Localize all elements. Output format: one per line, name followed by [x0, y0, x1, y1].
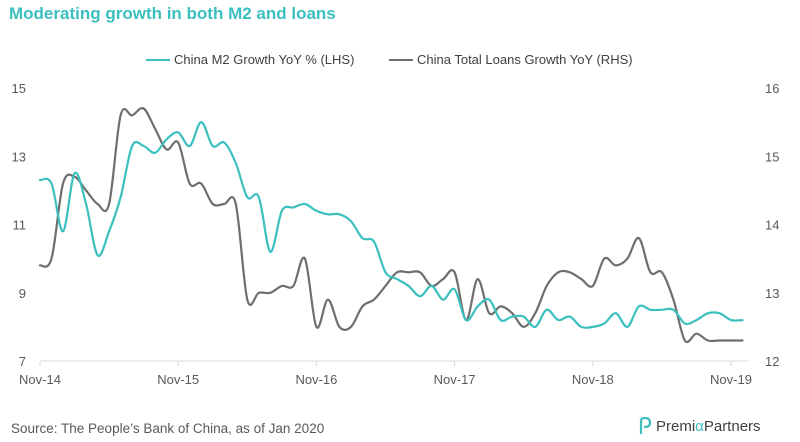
- legend-item-loans: China Total Loans Growth YoY (RHS): [389, 52, 633, 67]
- legend-swatch-m2: [146, 58, 170, 61]
- left-y-tick-label: 7: [19, 354, 26, 369]
- left-y-tick-label: 13: [12, 149, 26, 164]
- right-y-tick-label: 12: [765, 354, 779, 369]
- series-line-m2: [38, 121, 744, 329]
- brand-logo-icon: [639, 417, 652, 434]
- right-y-tick-label: 15: [765, 149, 779, 164]
- x-tick-label: Nov-16: [295, 372, 337, 387]
- chart-legend: China M2 Growth YoY % (LHS) China Total …: [0, 52, 800, 72]
- right-y-tick-label: 16: [765, 81, 779, 96]
- left-y-tick-label: 15: [12, 81, 26, 96]
- chart-title: Moderating growth in both M2 and loans: [9, 4, 336, 23]
- left-y-tick-label: 11: [13, 218, 27, 233]
- series-line-loans: [38, 107, 744, 343]
- x-axis: Nov-14 Nov-15 Nov-16 Nov-17 Nov-18 Nov-19: [19, 361, 752, 387]
- x-tick-label: Nov-18: [572, 372, 614, 387]
- legend-label-m2: China M2 Growth YoY % (LHS): [174, 52, 355, 67]
- brand-name-b: Partners: [703, 417, 761, 435]
- right-y-tick-label: 13: [765, 286, 779, 301]
- legend-swatch-loans: [389, 58, 413, 61]
- series-layer: [38, 107, 744, 343]
- x-tick-label: Nov-19: [710, 372, 752, 387]
- x-tick-label: Nov-14: [19, 372, 61, 387]
- brand-logo: Premi α Partners: [638, 417, 761, 435]
- left-y-tick-label: 9: [19, 286, 26, 301]
- right-y-axis: 16 15 14 13 12: [765, 81, 779, 369]
- x-tick-label: Nov-15: [157, 372, 199, 387]
- brand-name-a: Premi: [656, 417, 696, 435]
- left-y-axis: 15 13 11 9 7: [12, 81, 26, 369]
- x-tick-label: Nov-17: [434, 372, 476, 387]
- right-y-tick-label: 14: [765, 218, 779, 233]
- legend-item-m2: China M2 Growth YoY % (LHS): [146, 52, 354, 67]
- source-note: Source: The People’s Bank of China, as o…: [11, 421, 325, 436]
- brand-name-alpha: α: [695, 417, 704, 435]
- legend-label-loans: China Total Loans Growth YoY (RHS): [417, 52, 633, 67]
